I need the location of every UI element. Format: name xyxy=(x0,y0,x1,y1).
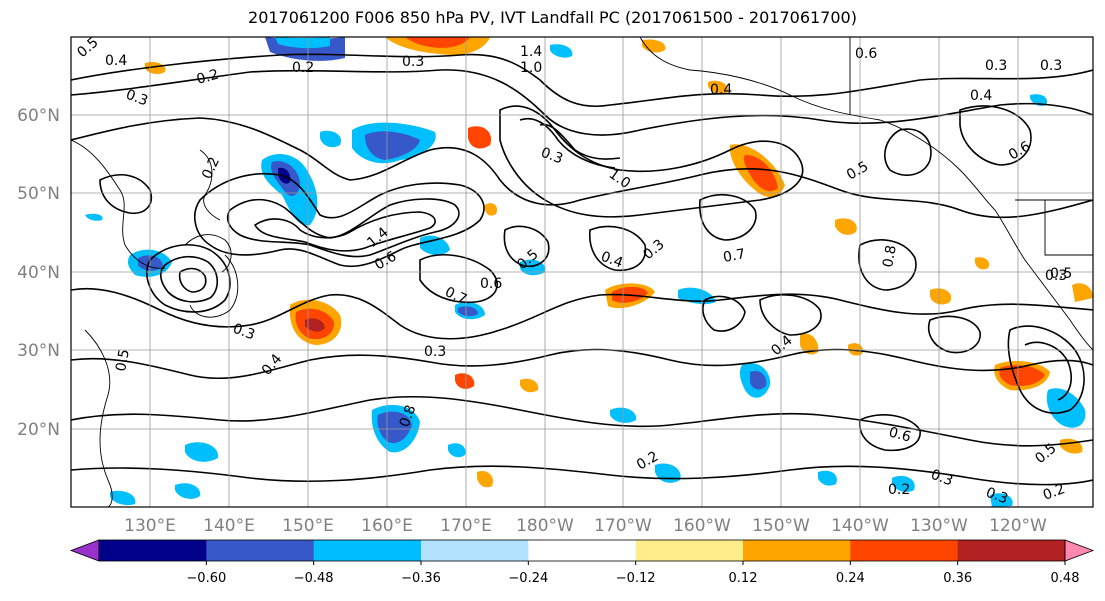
contour-label: 0.4 xyxy=(710,82,732,98)
colorbar-tick-label: −0.36 xyxy=(401,571,441,586)
contour-label: 0.3 xyxy=(984,485,1010,508)
colorbar: −0.60 −0.48 −0.36 −0.24 −0.12 0.12 0.24 0.36 0.4… xyxy=(69,539,1095,586)
contour-label: 0.4 xyxy=(970,88,992,104)
contour-label: 0.6 xyxy=(480,276,502,292)
lon-label: 160°E xyxy=(361,516,413,536)
pv-contours xyxy=(71,53,1093,486)
colorbar-swatch xyxy=(743,540,851,561)
contour-label: 0.4 xyxy=(599,249,625,272)
contour-label: 0.5 xyxy=(1050,266,1072,282)
colorbar-swatch xyxy=(313,540,422,561)
contour-label: 0.8 xyxy=(880,244,900,269)
lon-label: 150°E xyxy=(282,516,334,536)
colorbar-swatch xyxy=(421,540,529,561)
map-title: 2017061200 F006 850 hPa PV, IVT Landfall… xyxy=(248,8,857,27)
contour-label: 0.3 xyxy=(929,467,955,490)
lon-label: 130°W xyxy=(910,516,968,536)
lon-label: 130°E xyxy=(124,516,176,536)
colorbar-tick-label: −0.48 xyxy=(294,571,334,586)
graticule xyxy=(71,37,1093,507)
colorbar-extend-low xyxy=(69,539,100,562)
contour-label: 0.2 xyxy=(888,482,910,498)
contour-label: 0.3 xyxy=(539,145,565,168)
colorbar-tick-label: −0.24 xyxy=(508,571,548,586)
colorbar-swatch xyxy=(635,540,744,561)
contour-label: 0.6 xyxy=(855,46,877,62)
longitude-labels: 130°E 140°E 150°E 160°E 170°E 180°W 170°… xyxy=(124,516,1047,536)
lat-label: 40°N xyxy=(17,263,60,283)
contour-label: 0.3 xyxy=(1045,268,1067,284)
lon-label: 170°W xyxy=(594,516,652,536)
colorbar-tick-label: 0.12 xyxy=(729,571,758,586)
latitude-labels: 60°N 50°N 40°N 30°N 20°N xyxy=(17,106,60,440)
colorbar-swatch xyxy=(850,540,959,561)
contour-label: 0.2 xyxy=(1041,481,1067,504)
colorbar-tick-label: −0.12 xyxy=(616,571,656,586)
colorbar-swatch xyxy=(99,540,207,561)
lon-label: 150°W xyxy=(752,516,810,536)
contour-label: 0.6 xyxy=(887,424,913,445)
contour-label: 0.8 xyxy=(397,403,420,429)
colorbar-tick-label: 0.48 xyxy=(1051,571,1080,586)
contour-label: 0.2 xyxy=(195,67,221,88)
contour-label: 0.2 xyxy=(292,60,314,76)
pv-shading xyxy=(85,37,1093,507)
lat-label: 50°N xyxy=(17,184,60,204)
contour-label: 0.3 xyxy=(1040,58,1062,74)
colorbar-outline xyxy=(98,539,1066,562)
lon-label: 120°W xyxy=(989,516,1047,536)
contour-label: 0.3 xyxy=(231,321,257,344)
colorbar-swatch xyxy=(206,540,315,561)
lat-label: 60°N xyxy=(17,106,60,126)
contour-label: 0.3 xyxy=(424,344,446,360)
lon-label: 170°E xyxy=(440,516,492,536)
contour-label: 0.3 xyxy=(124,87,150,110)
contour-label: 0.3 xyxy=(402,54,424,70)
lon-label: 160°W xyxy=(673,516,731,536)
colorbar-extend-high xyxy=(1064,539,1095,562)
lon-label: 140°W xyxy=(831,516,889,536)
colorbar-swatch xyxy=(528,540,637,561)
contour-label: 0.7 xyxy=(722,246,747,266)
contour-label: 0.5 xyxy=(113,348,133,373)
contour-label: 1.0 xyxy=(520,60,542,76)
colorbar-tick-label: −0.60 xyxy=(186,571,226,586)
lat-label: 30°N xyxy=(17,341,60,361)
colorbar-tick-label: 0.24 xyxy=(836,571,865,586)
colorbar-tick-label: 0.36 xyxy=(943,571,972,586)
colorbar-swatch xyxy=(957,540,1066,561)
lat-label: 20°N xyxy=(17,420,60,440)
contour-label: 1.4 xyxy=(520,44,542,60)
contour-label: 0.3 xyxy=(985,58,1007,74)
coastlines xyxy=(71,37,1093,507)
lon-label: 180°W xyxy=(516,516,574,536)
contour-label: 0.4 xyxy=(105,53,127,69)
map-frame xyxy=(70,36,1094,508)
lon-label: 140°E xyxy=(203,516,255,536)
